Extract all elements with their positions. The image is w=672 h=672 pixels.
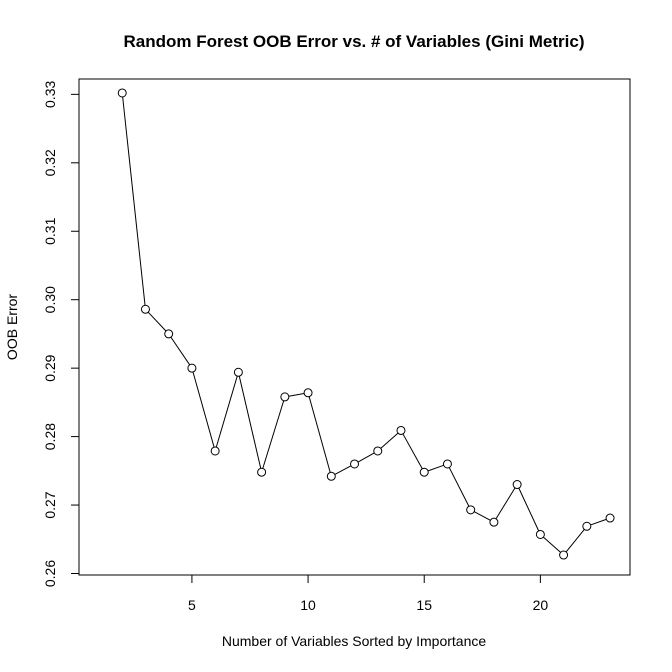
x-tick-label: 10 [300,597,316,613]
data-point-2 [117,88,127,98]
series-line-segment [262,400,285,469]
series-line-segment [334,465,352,475]
series-line-segment [357,452,375,463]
data-point-21 [559,550,569,560]
y-axis-label: OOB Error [4,294,20,360]
data-point-7 [233,367,243,377]
data-point-19 [512,480,522,490]
y-tick-label: 0.28 [42,423,58,450]
series-line-segment [518,487,540,532]
data-point-3 [140,304,150,314]
data-point-18 [489,517,499,527]
data-point-8 [257,467,267,477]
data-point-23 [605,513,615,523]
data-point-16 [442,459,452,469]
y-axis: 0.26 0.27 0.28 0.29 0.30 0.31 0.32 0.33 [42,81,79,587]
data-point-20 [535,529,545,539]
y-tick-label: 0.30 [42,286,58,313]
series-line-segment [192,371,215,448]
plot-frame [78,78,631,576]
y-tick-label: 0.33 [42,81,58,108]
x-axis: 5 10 15 20 [188,575,548,613]
data-point-5 [187,363,197,373]
series-line-segment [427,464,444,472]
series-line-segment [543,536,561,553]
y-tick-label: 0.27 [42,491,58,518]
y-tick-label: 0.29 [42,354,58,381]
series-line-segment [147,311,167,332]
series-line-segment [565,529,585,553]
data-point-22 [582,521,592,531]
data-point-13 [373,446,383,456]
series-line-segment [288,392,305,397]
data-point-9 [280,392,290,402]
series-group [117,88,615,560]
series-line-segment [308,396,331,473]
y-tick-label: 0.31 [42,217,58,244]
series-line-segment [473,511,491,521]
x-tick-label: 15 [416,597,432,613]
data-point-15 [419,467,429,477]
x-tick-label: 20 [533,597,549,613]
series-line-segment [380,432,399,449]
chart-title: Random Forest OOB Error vs. # of Variabl… [123,32,584,51]
series-line-segment [170,336,191,366]
series-line-segment [238,376,262,469]
data-point-4 [164,329,174,339]
series-line-segment [448,467,470,507]
series-line-segment [495,487,516,520]
data-point-12 [350,459,360,469]
series-line-segment [402,433,423,469]
data-point-6 [210,446,220,456]
data-point-14 [396,425,406,435]
series-line-segment [122,96,146,306]
series-line-segment [590,518,607,526]
y-tick-label: 0.26 [42,560,58,587]
x-axis-label: Number of Variables Sorted by Importance [222,633,487,649]
data-point-10 [303,388,313,398]
series-line-segment [215,375,238,448]
y-tick-label: 0.32 [42,149,58,176]
data-point-11 [326,471,336,481]
data-point-17 [466,505,476,515]
x-tick-label: 5 [188,597,196,613]
